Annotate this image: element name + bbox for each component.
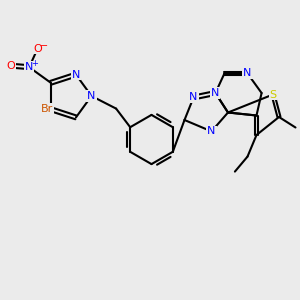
Text: N: N xyxy=(189,92,198,103)
Text: −: − xyxy=(40,40,48,51)
Text: O: O xyxy=(33,44,42,54)
Text: N: N xyxy=(25,62,33,72)
Text: N: N xyxy=(243,68,252,79)
Text: N: N xyxy=(207,126,216,136)
Text: N: N xyxy=(87,91,96,101)
Text: Br: Br xyxy=(41,104,53,114)
Text: N: N xyxy=(72,70,80,80)
Text: O: O xyxy=(6,61,15,71)
Text: S: S xyxy=(269,89,277,100)
Text: +: + xyxy=(31,59,38,68)
Text: N: N xyxy=(211,88,220,98)
